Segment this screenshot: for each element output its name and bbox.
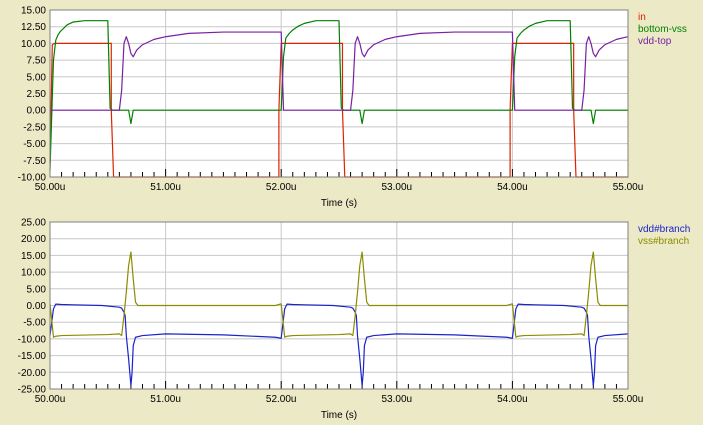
top-x-tick-label: 55.00u [613, 182, 644, 193]
top-x-tick-label: 52.00u [266, 182, 297, 193]
top-x-tick-label: 51.00u [150, 182, 181, 193]
bottom-series-group [49, 251, 629, 387]
legend-entry-vdd-branch: vdd#branch [638, 224, 690, 235]
bottom-x-tick-label: 55.00u [613, 394, 644, 405]
top-y-tick-label: 12.50 [21, 22, 46, 33]
bottom-y-tick-label: -25.00 [18, 385, 47, 396]
series-line-in[interactable] [49, 42, 628, 178]
top-y-tick-label: -5.00 [23, 139, 46, 150]
top-y-tick-label: 5.00 [27, 72, 47, 83]
top-series-group [49, 20, 629, 178]
bottom-x-tick-label: 54.00u [497, 394, 528, 405]
bottom-x-tick-label: 51.00u [150, 394, 181, 405]
top-y-tick-label: 2.50 [27, 89, 47, 100]
series-line-vdd-top[interactable] [50, 31, 629, 111]
series-line-vss-branch[interactable] [49, 251, 628, 338]
top-chart-voltages: 15.00 12.50 10.00 7.50 5.00 2.50 0.00 -2.50 -5.0… [18, 6, 687, 210]
top-xlabel: Time (s) [321, 198, 357, 209]
top-y-tick-label: 10.00 [21, 39, 46, 50]
top-y-tick-label: -10.00 [18, 173, 47, 184]
bottom-xlabel: Time (s) [321, 410, 357, 421]
bottom-y-tick-label: 25.00 [21, 218, 46, 229]
bottom-x-tick-label: 52.00u [266, 394, 297, 405]
legend-entry-in: in [638, 12, 646, 23]
bottom-plot-frame [49, 221, 629, 390]
bottom-y-tick-label: 0.00 [27, 301, 47, 312]
bottom-x-tick-label: 50.00u [35, 394, 66, 405]
top-y-tick-label: -2.50 [23, 122, 46, 133]
bottom-chart-currents: 25.00 20.00 15.00 10.00 5.00 0.00 -5.00 -10.00 -… [18, 218, 691, 422]
top-y-tick-label: 15.00 [21, 6, 46, 17]
legend-entry-vss-branch: vss#branch [638, 236, 689, 247]
top-y-tick-label: 0.00 [27, 106, 47, 117]
bottom-y-tick-label: 15.00 [21, 251, 46, 262]
top-x-tick-label: 53.00u [382, 182, 413, 193]
top-plot-frame [49, 9, 629, 178]
bottom-y-tick-label: -20.00 [18, 368, 47, 379]
bottom-y-tick-label: 20.00 [21, 234, 46, 245]
bottom-y-tick-label: -10.00 [18, 334, 47, 345]
top-y-tick-label: -7.50 [23, 156, 46, 167]
legend-entry-bottom-vss: bottom-vss [638, 24, 687, 35]
series-line-bottom-vss[interactable] [49, 20, 628, 171]
bottom-y-tick-label: -5.00 [23, 318, 46, 329]
top-y-tick-label: 7.50 [27, 56, 47, 67]
top-x-tick-label: 54.00u [497, 182, 528, 193]
bottom-y-tick-label: 10.00 [21, 268, 46, 279]
bottom-y-tick-label: 5.00 [27, 284, 47, 295]
legend-entry-vdd-top: vdd-top [638, 36, 672, 47]
bottom-y-tick-label: -15.00 [18, 351, 47, 362]
bottom-x-tick-label: 53.00u [382, 394, 413, 405]
top-x-tick-label: 50.00u [35, 182, 66, 193]
